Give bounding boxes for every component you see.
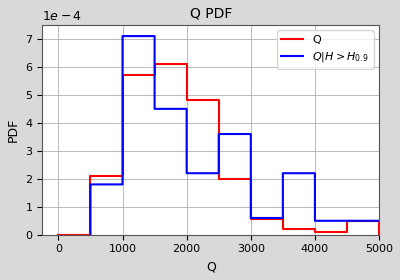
$Q|H > H_{0.9}$ xyxy=(216,172,221,175)
Q xyxy=(344,230,349,234)
Y-axis label: PDF: PDF xyxy=(7,118,20,142)
Line: Q: Q xyxy=(58,64,379,235)
$Q|H > H_{0.9}$ xyxy=(152,107,157,111)
$Q|H > H_{0.9}$ xyxy=(88,233,93,236)
$Q|H > H_{0.9}$ xyxy=(312,172,317,175)
Q xyxy=(88,233,93,236)
Line: $Q|H > H_{0.9}$: $Q|H > H_{0.9}$ xyxy=(90,36,400,235)
Q xyxy=(312,230,317,234)
Q xyxy=(377,219,382,223)
$Q|H > H_{0.9}$ xyxy=(280,216,285,220)
Q xyxy=(280,228,285,231)
$Q|H > H_{0.9}$ xyxy=(280,172,285,175)
$Q|H > H_{0.9}$ xyxy=(248,216,253,220)
Q xyxy=(216,177,221,181)
$Q|H > H_{0.9}$ xyxy=(312,219,317,223)
$Q|H > H_{0.9}$ xyxy=(120,183,125,186)
$Q|H > H_{0.9}$ xyxy=(248,132,253,136)
Legend: Q, $Q|H > H_{0.9}$: Q, $Q|H > H_{0.9}$ xyxy=(277,31,374,69)
$Q|H > H_{0.9}$ xyxy=(184,107,189,111)
Title: Q PDF: Q PDF xyxy=(190,7,232,21)
Q xyxy=(120,174,125,178)
$Q|H > H_{0.9}$ xyxy=(184,172,189,175)
$Q|H > H_{0.9}$ xyxy=(344,219,349,223)
$Q|H > H_{0.9}$ xyxy=(216,132,221,136)
Q xyxy=(216,99,221,102)
X-axis label: Q: Q xyxy=(206,260,216,273)
Q xyxy=(280,218,285,221)
Q xyxy=(120,74,125,77)
Q xyxy=(88,174,93,178)
Q xyxy=(152,74,157,77)
$Q|H > H_{0.9}$ xyxy=(344,219,349,223)
$Q|H > H_{0.9}$ xyxy=(120,34,125,38)
Q xyxy=(377,233,382,236)
Text: $1e-4$: $1e-4$ xyxy=(42,10,82,23)
Q xyxy=(248,177,253,181)
$Q|H > H_{0.9}$ xyxy=(377,219,382,223)
Q xyxy=(248,218,253,221)
Q xyxy=(56,233,61,236)
$Q|H > H_{0.9}$ xyxy=(152,34,157,38)
Q xyxy=(344,219,349,223)
Q xyxy=(152,62,157,66)
Q xyxy=(184,62,189,66)
Q xyxy=(312,228,317,231)
$Q|H > H_{0.9}$ xyxy=(88,183,93,186)
Q xyxy=(184,99,189,102)
Q xyxy=(56,233,61,236)
